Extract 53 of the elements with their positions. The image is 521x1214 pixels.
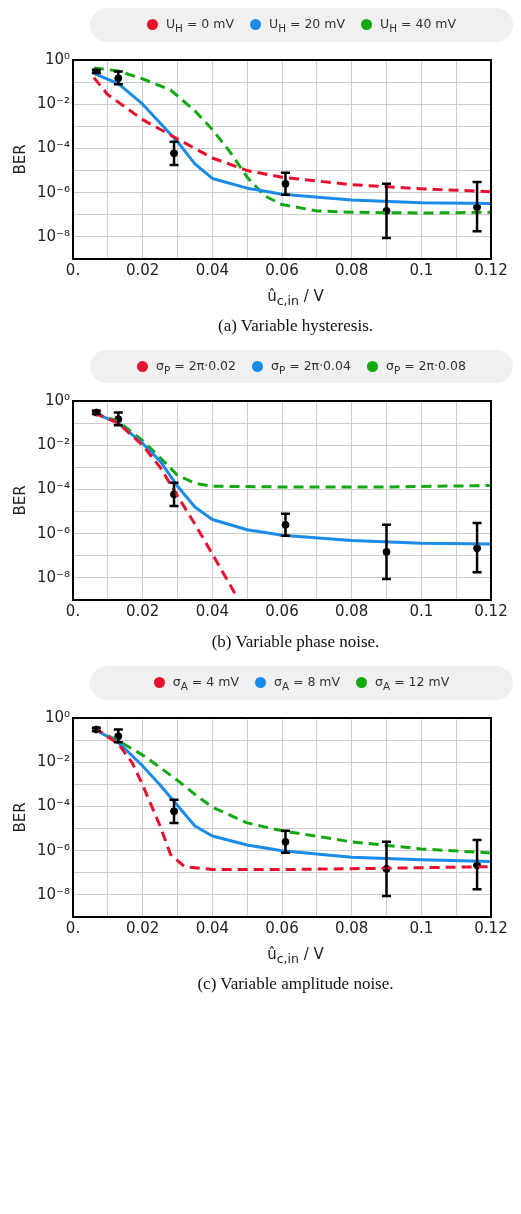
legend-label: σ$_{P}$ = 2π·0.02 — [156, 357, 237, 375]
x-tick-label: 0. — [65, 918, 81, 937]
y-tick-label: 10⁻⁴ — [36, 137, 71, 156]
y-tick-label: 10⁻⁸ — [36, 884, 71, 903]
text: (b) Variable phase noise. — [210, 632, 381, 652]
x-tick-label: 0.08 — [334, 260, 369, 279]
x-tick-label: 0.06 — [265, 918, 299, 937]
y-axis-title: BER — [10, 143, 29, 175]
y-tick-label: 10⁰ — [44, 49, 71, 68]
x-tick-label: 0.12 — [474, 918, 508, 937]
x-axis-title: û$_{c,in}$ / V — [266, 944, 325, 966]
x-tick-label: 0. — [65, 260, 81, 279]
legend-label: U$_{H}$ = 0 mV — [165, 16, 235, 34]
x-tick-label: 0.02 — [125, 918, 160, 937]
x-tick-label: 0.1 — [409, 918, 434, 937]
x-tick-label: 0.04 — [195, 918, 230, 937]
x-tick-label: 0.08 — [334, 601, 369, 620]
x-tick-label: 0.04 — [195, 260, 230, 279]
legend-label: σ$_{A}$ = 8 mV — [273, 674, 341, 692]
y-tick-label: 10⁻² — [36, 93, 71, 112]
legend-label: σ$_{P}$ = 2π·0.08 — [385, 357, 466, 375]
x-tick-label: 0.04 — [195, 601, 230, 620]
y-axis-title: BER — [10, 485, 29, 516]
text: (c) Variable amplitude noise. — [196, 973, 395, 994]
x-tick-label: 0.12 — [474, 260, 508, 279]
legend-label: σ$_{P}$ = 2π·0.04 — [271, 357, 351, 375]
y-tick-label: 10⁻⁸ — [36, 226, 71, 245]
y-tick-label: 10⁻⁸ — [36, 567, 71, 586]
x-tick-label: 0.02 — [125, 601, 160, 620]
y-tick-label: 10⁰ — [44, 707, 71, 726]
legend-label: σ$_{A}$ = 12 mV — [375, 674, 450, 692]
x-tick-label: 0. — [65, 601, 81, 620]
legend-label: U$_{H}$ = 40 mV — [380, 16, 457, 34]
y-tick-label: 10⁰ — [44, 390, 71, 409]
x-axis-title: û$_{c,in}$ / V — [266, 286, 325, 308]
y-tick-label: 10⁻⁴ — [36, 795, 71, 814]
x-tick-label: 0.06 — [265, 601, 299, 620]
y-tick-label: 10⁻⁴ — [36, 479, 71, 498]
text: (a) Variable hysteresis. — [217, 315, 374, 336]
x-tick-label: 0.1 — [409, 260, 434, 279]
legend-label: σ$_{A}$ = 4 mV — [172, 674, 239, 692]
x-tick-label: 0.06 — [265, 260, 299, 279]
y-tick-label: 10⁻² — [36, 435, 71, 454]
y-tick-label: 10⁻⁶ — [36, 840, 71, 859]
y-tick-label: 10⁻⁶ — [36, 523, 71, 542]
x-tick-label: 0.1 — [409, 601, 434, 620]
legend-label: U$_{H}$ = 20 mV — [269, 16, 346, 34]
y-tick-label: 10⁻² — [36, 751, 71, 770]
x-tick-label: 0.08 — [334, 918, 369, 937]
x-tick-label: 0.02 — [125, 260, 160, 279]
y-axis-title: BER — [10, 801, 29, 833]
y-tick-label: 10⁻⁶ — [36, 182, 71, 201]
x-tick-label: 0.12 — [474, 601, 508, 620]
